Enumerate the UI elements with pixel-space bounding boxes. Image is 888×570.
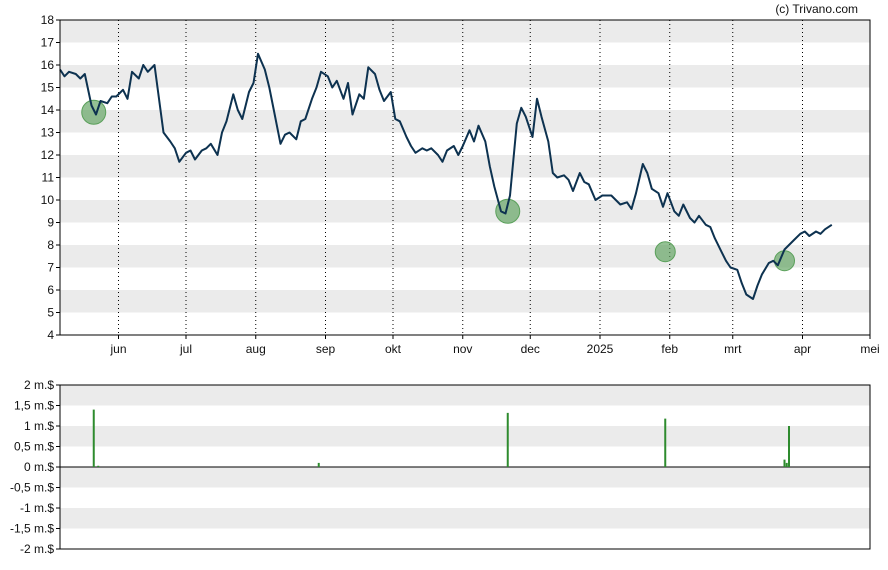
volume-panel-bands: [60, 385, 870, 529]
y-tick-label: 18: [41, 13, 55, 27]
price-band: [60, 110, 870, 133]
price-band: [60, 20, 870, 43]
event-marker: [774, 250, 795, 272]
x-tick-label: 2025: [587, 342, 614, 356]
y-tick-label: 4: [47, 328, 54, 342]
price-line-group: [59, 52, 833, 300]
y-tick-label: 11: [42, 171, 55, 185]
x-tick-label: jun: [109, 342, 126, 356]
volume-band: [60, 467, 870, 488]
price-x-axis: jun jul aug sep okt nov dec 2025 feb mrt apr mei: [109, 335, 880, 356]
price-band: [60, 200, 870, 223]
x-tick-label: jul: [179, 342, 192, 356]
y-tick-label: 14: [41, 103, 55, 117]
volume-band: [60, 508, 870, 529]
volume-tick-label: 0 m.$: [24, 460, 54, 474]
y-tick-label: 6: [47, 283, 54, 297]
volume-tick-label: 2 m.$: [24, 378, 54, 392]
x-tick-label: sep: [316, 342, 336, 356]
watermark-text: (c) Trivano.com: [775, 2, 858, 16]
x-tick-label: aug: [246, 342, 266, 356]
y-tick-label: 5: [47, 306, 54, 320]
price-panel-bands: [60, 20, 870, 313]
volume-tick-label: 1 m.$: [24, 419, 54, 433]
price-band: [60, 155, 870, 178]
y-tick-label: 16: [41, 58, 55, 72]
volume-band: [60, 385, 870, 406]
price-band: [60, 290, 870, 313]
y-tick-label: 17: [41, 36, 55, 50]
x-tick-label: feb: [661, 342, 678, 356]
y-tick-label: 9: [47, 216, 54, 230]
volume-tick-label: -1,5 m.$: [10, 522, 54, 536]
volume-tick-label: -2 m.$: [20, 542, 54, 556]
x-tick-label: mrt: [724, 342, 742, 356]
volume-band: [60, 426, 870, 447]
x-tick-label: nov: [453, 342, 472, 356]
event-marker: [81, 99, 107, 125]
volume-tick-label: -0,5 m.$: [10, 481, 54, 495]
y-tick-label: 13: [41, 126, 55, 140]
volume-panel-frame: [59, 384, 871, 550]
volume-bar: [788, 426, 790, 467]
event-marker: [495, 198, 521, 224]
volume-tick-label: 1,5 m.$: [14, 399, 54, 413]
price-band: [60, 65, 870, 88]
volume-bars: [92, 409, 790, 467]
price-line: [59, 52, 833, 300]
y-tick-label: 10: [41, 193, 55, 207]
x-tick-label: mei: [860, 342, 879, 356]
price-band: [60, 245, 870, 268]
volume-tick-label: 0,5 m.$: [14, 440, 54, 454]
y-tick-label: 7: [47, 261, 54, 275]
event-marker: [654, 241, 676, 263]
y-tick-label: 15: [41, 81, 55, 95]
volume-bar: [664, 418, 667, 467]
volume-tick-label: -1 m.$: [20, 501, 54, 515]
volume-bar: [783, 459, 786, 467]
volume-bar: [506, 412, 509, 467]
price-panel-frame: [59, 19, 871, 336]
x-tick-label: dec: [521, 342, 540, 356]
y-tick-label: 12: [41, 148, 55, 162]
volume-bar: [92, 409, 95, 467]
volume-bar: [785, 462, 788, 467]
price-y-axis: 4 5 6 7 8 9 10 11 12 13 14 15 16 17 18: [41, 13, 60, 342]
volume-y-axis: 2 m.$ 1,5 m.$ 1 m.$ 0,5 m.$ 0 m.$ -0,5 m.$ -1 …: [10, 378, 870, 556]
x-tick-label: apr: [794, 342, 811, 356]
x-tick-label: okt: [385, 342, 402, 356]
volume-bar: [97, 465, 100, 467]
volume-bar: [317, 462, 320, 467]
panel-frames: [59, 19, 871, 550]
y-tick-label: 8: [47, 238, 54, 252]
